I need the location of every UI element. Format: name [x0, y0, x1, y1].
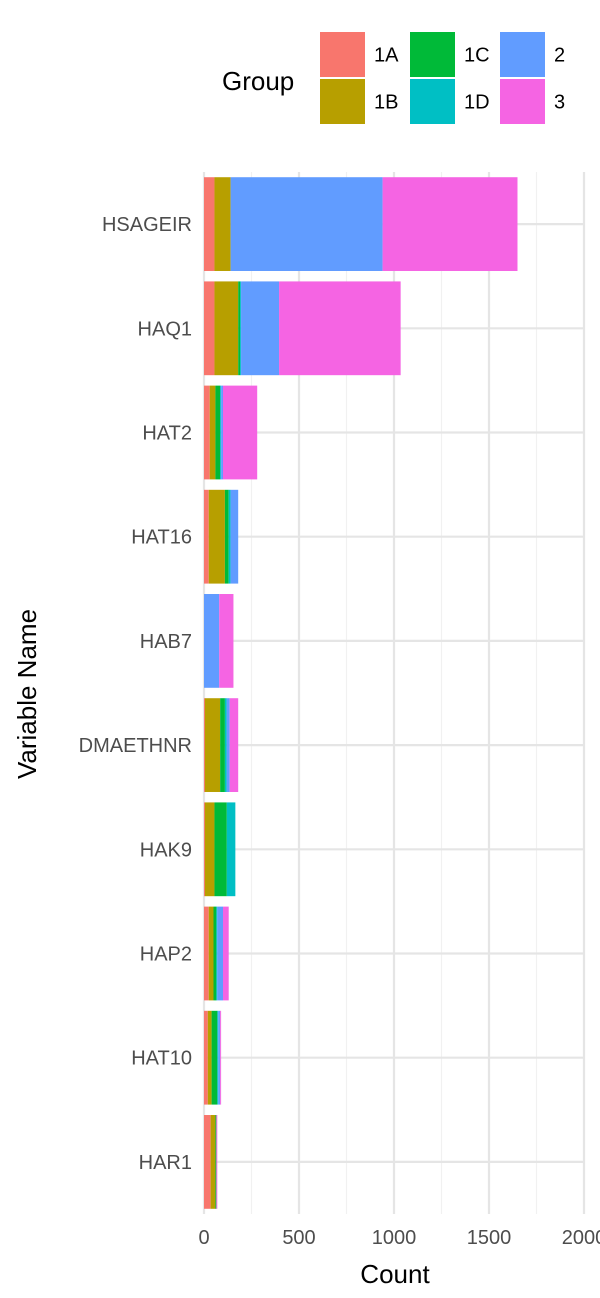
- bar-segment-hap2-1d: [216, 906, 218, 1001]
- legend: Group 1A 1B 1C 1D 2 3: [222, 32, 565, 124]
- bar-segment-dmaethnr-1b: [204, 698, 221, 792]
- bar-segment-hat10-1a: [204, 1010, 208, 1105]
- legend-label-1a: 1A: [374, 45, 399, 67]
- y-tick-label: HAT2: [142, 423, 192, 445]
- x-tick-label: 1000: [372, 1227, 417, 1249]
- legend-label-3: 3: [554, 92, 565, 114]
- bar-segment-hap2-2: [217, 906, 223, 1001]
- x-tick-label: 500: [282, 1227, 315, 1249]
- bar-segment-hat10-1c: [211, 1010, 218, 1105]
- bar-segment-dmaethnr-2: [226, 698, 230, 792]
- bar-segment-har1-3: [216, 1115, 218, 1209]
- legend-key-1a: [320, 32, 365, 77]
- bar-segment-hap2-1c: [213, 906, 217, 1001]
- legend-label-1d: 1D: [464, 92, 490, 114]
- y-tick-label: HSAGEIR: [102, 214, 192, 236]
- legend-key-1b: [320, 79, 365, 124]
- legend-key-1d: [410, 79, 455, 124]
- y-tick-label: HAK9: [140, 839, 192, 861]
- bar-segment-hak9-1a: [204, 802, 205, 897]
- y-axis-tick-labels: HSAGEIR HAQ1 HAT2 HAT16 HAB7 DMAETHNR HAK9 HAP2…: [79, 214, 192, 1174]
- bars: [204, 177, 518, 1209]
- bar-segment-hat10-3: [220, 1010, 222, 1105]
- x-tick-label: 0: [198, 1227, 209, 1249]
- bar-segment-hak9-1b: [204, 802, 215, 897]
- bar-segment-hat10-1d: [217, 1010, 219, 1105]
- bar-segment-hat10-2: [218, 1010, 221, 1105]
- bar-segment-haq1-1b: [214, 281, 239, 376]
- bar-segment-hak9-1d: [226, 802, 236, 897]
- bar-segment-hab7-3: [219, 594, 234, 688]
- legend-label-1b: 1B: [374, 92, 398, 114]
- y-tick-label: HAQ1: [138, 318, 192, 340]
- bar-segment-hat2-1b: [209, 385, 216, 480]
- bar-segment-dmaethnr-1d: [224, 698, 227, 792]
- bar-segment-dmaethnr-3: [229, 698, 239, 792]
- bar-segment-hsageir-1b: [214, 177, 231, 271]
- bar-segment-hat16-1c: [224, 489, 229, 584]
- bar-segment-haq1-1d: [240, 281, 242, 376]
- legend-key-2: [500, 32, 545, 77]
- x-tick-label: 2000: [562, 1227, 600, 1249]
- legend-label-1c: 1C: [464, 45, 490, 67]
- bar-segment-hab7-2: [204, 594, 220, 688]
- bar-segment-hat2-2: [221, 385, 223, 480]
- bar-segment-dmaethnr-1a: [204, 698, 205, 792]
- legend-label-2: 2: [554, 45, 565, 67]
- bar-segment-hat10-1b: [207, 1010, 212, 1105]
- bar-segment-hap2-3: [223, 906, 229, 1001]
- legend-key-1c: [410, 32, 455, 77]
- bar-segment-haq1-1a: [204, 281, 215, 376]
- bar-segment-hat16-1b: [208, 489, 225, 584]
- legend-title: Group: [222, 66, 294, 96]
- bar-segment-har1-1a: [204, 1115, 211, 1209]
- y-tick-label: DMAETHNR: [79, 735, 192, 757]
- x-axis-title: Count: [360, 1259, 430, 1289]
- bar-segment-har1-1b: [210, 1115, 216, 1209]
- legend-key-3: [500, 79, 545, 124]
- bar-segment-hap2-1a: [204, 906, 209, 1001]
- y-tick-label: HAP2: [140, 944, 192, 966]
- bar-segment-haq1-1c: [238, 281, 241, 376]
- bar-segment-dmaethnr-1c: [220, 698, 225, 792]
- bar-segment-hat16-1a: [204, 489, 209, 584]
- bar-segment-hat16-1d: [228, 489, 231, 584]
- bar-segment-hsageir-1a: [204, 177, 215, 271]
- y-tick-label: HAT10: [131, 1048, 192, 1070]
- y-tick-label: HAB7: [140, 631, 192, 653]
- bar-segment-hak9-1c: [214, 802, 227, 897]
- bar-segment-haq1-2: [241, 281, 280, 376]
- x-axis-tick-labels: 0 500 1000 1500 2000: [198, 1227, 600, 1249]
- bar-segment-hsageir-3: [382, 177, 518, 271]
- bar-segment-hat2-1d: [220, 385, 222, 480]
- bar-segment-hsageir-2: [230, 177, 383, 271]
- bar-segment-hap2-1b: [208, 906, 214, 1001]
- bar-segment-hat2-3: [223, 385, 258, 480]
- y-tick-label: HAR1: [139, 1152, 192, 1174]
- bar-segment-har1-1c: [215, 1115, 217, 1209]
- y-axis-title: Variable Name: [12, 609, 42, 779]
- bar-segment-hat2-1a: [204, 385, 210, 480]
- y-tick-label: HAT16: [131, 527, 192, 549]
- bar-segment-haq1-3: [279, 281, 401, 376]
- bar-segment-hat16-2: [230, 489, 239, 584]
- bar-segment-hat2-1c: [215, 385, 221, 480]
- x-tick-label: 1500: [467, 1227, 512, 1249]
